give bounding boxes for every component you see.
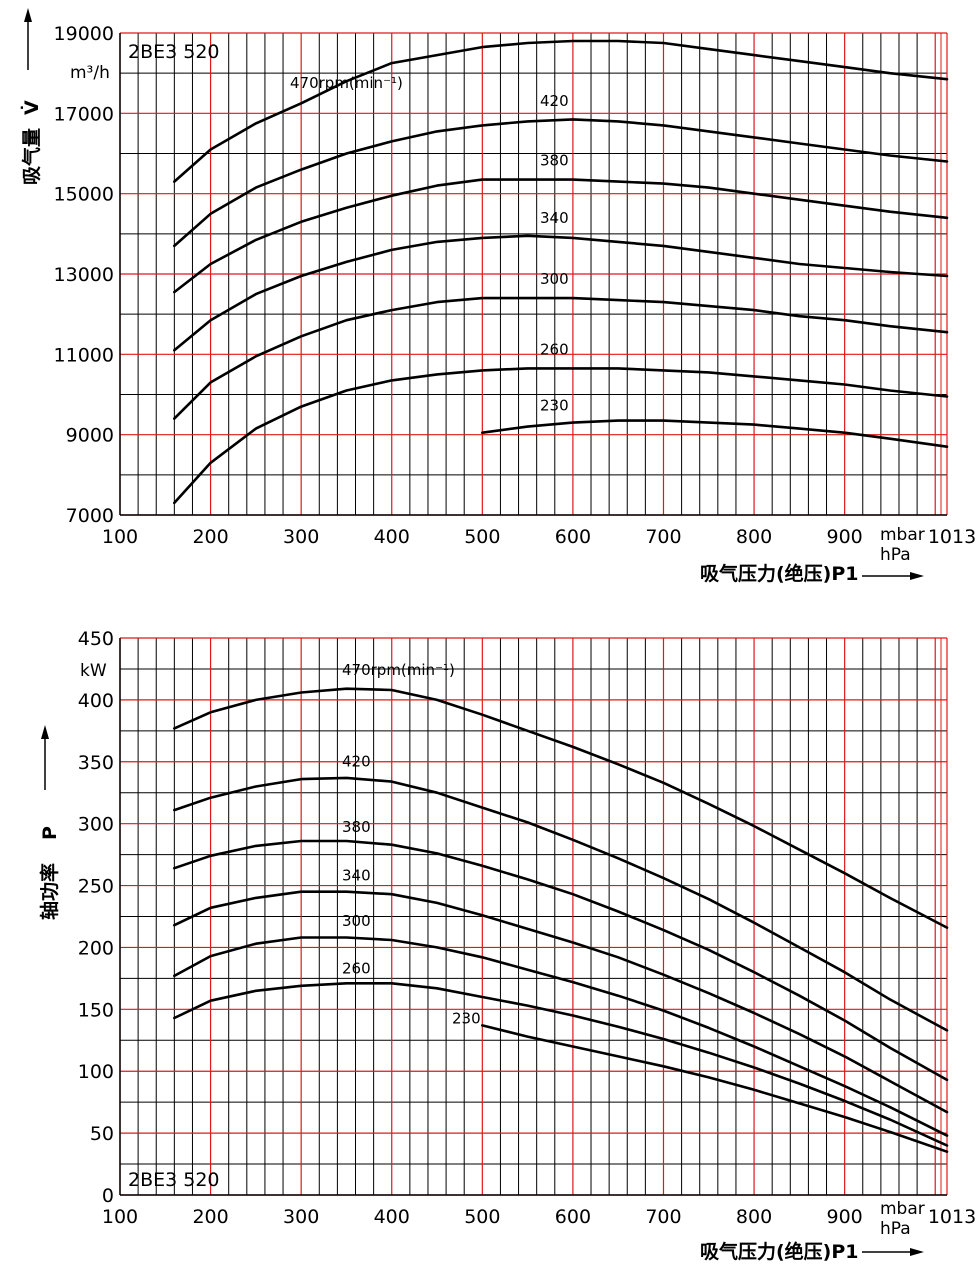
tick-labels: 100 200 300 400 500 600 700 800 900 1013 0 50 100 150… bbox=[78, 628, 976, 1228]
x-tick-label: 1013 bbox=[928, 1206, 976, 1228]
y-tick-label: 250 bbox=[78, 876, 114, 898]
x-tick-label: 800 bbox=[736, 1206, 772, 1228]
x-tick-label: 1013 bbox=[928, 526, 976, 548]
series-line bbox=[173, 839, 949, 1082]
x-tick-label: 200 bbox=[192, 526, 228, 548]
y-tick-label: 19000 bbox=[54, 23, 114, 45]
x-tick-label: 600 bbox=[555, 1206, 591, 1228]
series-label: 260 bbox=[540, 340, 569, 358]
y-tick-label: 450 bbox=[78, 628, 114, 650]
series-label: 340 bbox=[342, 866, 371, 884]
series-label: 470rpm(min⁻¹) bbox=[290, 74, 403, 92]
x-tick-label: 500 bbox=[464, 526, 500, 548]
series-line bbox=[173, 178, 949, 294]
series-label: 380 bbox=[342, 818, 371, 836]
y-tick-label: 13000 bbox=[54, 264, 114, 286]
series-line bbox=[173, 687, 949, 929]
x-tick-label: 900 bbox=[827, 526, 863, 548]
series-line bbox=[173, 39, 949, 183]
x-tick-label: 600 bbox=[555, 526, 591, 548]
x-unit-mbar: mbar bbox=[880, 525, 925, 545]
y-unit-label: kW bbox=[80, 661, 107, 681]
x-tick-label: 500 bbox=[464, 1206, 500, 1228]
x-tick-label: 100 bbox=[102, 1206, 138, 1228]
x-unit-hpa: hPa bbox=[880, 1219, 911, 1239]
y-tick-label: 200 bbox=[78, 937, 114, 959]
y-axis-arrowhead bbox=[41, 725, 49, 739]
y-tick-label: 11000 bbox=[54, 344, 114, 366]
series-line bbox=[480, 1024, 949, 1153]
x-axis-title: 吸气压力(绝压)P1 bbox=[700, 1240, 859, 1263]
y-tick-label: 300 bbox=[78, 814, 114, 836]
x-tick-label: 700 bbox=[645, 526, 681, 548]
series-line bbox=[173, 936, 949, 1137]
series-label: 230 bbox=[452, 1009, 481, 1027]
series-label: 340 bbox=[540, 209, 569, 227]
series-label: 230 bbox=[540, 396, 569, 414]
x-unit-mbar: mbar bbox=[880, 1199, 925, 1219]
model-label: 2BE3 520 bbox=[128, 41, 220, 63]
y-tick-label: 15000 bbox=[54, 184, 114, 206]
series-line bbox=[173, 118, 949, 248]
grid bbox=[119, 637, 948, 1196]
x-tick-label: 300 bbox=[283, 1206, 319, 1228]
x-tick-label: 800 bbox=[736, 526, 772, 548]
series-curves bbox=[173, 39, 949, 505]
x-axis-arrowhead bbox=[910, 1248, 924, 1256]
x-axis-arrowhead bbox=[910, 572, 924, 580]
model-label: 2BE3 520 bbox=[128, 1169, 220, 1191]
y-tick-label: 50 bbox=[90, 1123, 114, 1145]
y-axis-symbol: V̇ bbox=[21, 100, 43, 115]
shaft-power-chart: 470rpm(min⁻¹) 420 380 340 300 260 230 100 200 300… bbox=[38, 628, 976, 1263]
x-unit-hpa: hPa bbox=[880, 545, 911, 565]
x-tick-label: 200 bbox=[192, 1206, 228, 1228]
grid bbox=[119, 32, 948, 516]
y-unit-label: m³/h bbox=[70, 63, 110, 83]
y-tick-label: 7000 bbox=[66, 505, 114, 527]
series-label: 470rpm(min⁻¹) bbox=[342, 661, 455, 679]
series-label: 420 bbox=[342, 753, 371, 771]
y-axis-title: 吸气量 bbox=[20, 128, 43, 185]
x-tick-label: 100 bbox=[102, 526, 138, 548]
x-axis-title: 吸气压力(绝压)P1 bbox=[700, 562, 859, 585]
series-line bbox=[480, 419, 949, 449]
series-line bbox=[173, 296, 949, 420]
y-axis-arrowhead bbox=[24, 8, 32, 22]
series-line bbox=[173, 776, 949, 1032]
y-tick-label: 400 bbox=[78, 690, 114, 712]
x-tick-label: 400 bbox=[374, 526, 410, 548]
series-label: 300 bbox=[342, 912, 371, 930]
series-label: 260 bbox=[342, 959, 371, 977]
air-flow-chart: 470rpm(min⁻¹) 420 380 340 300 260 230 100 200 300… bbox=[20, 8, 976, 585]
x-tick-label: 300 bbox=[283, 526, 319, 548]
y-axis-title: 轴功率 bbox=[38, 863, 61, 920]
x-tick-label: 400 bbox=[374, 1206, 410, 1228]
series-label: 420 bbox=[540, 92, 569, 110]
x-tick-label: 900 bbox=[827, 1206, 863, 1228]
y-axis-symbol: P bbox=[39, 826, 61, 840]
series-label: 380 bbox=[540, 152, 569, 170]
y-tick-label: 100 bbox=[78, 1061, 114, 1083]
y-tick-label: 17000 bbox=[54, 103, 114, 125]
tick-labels: 100 200 300 400 500 600 700 800 900 1013 7000 9000 1… bbox=[54, 23, 977, 548]
y-tick-label: 150 bbox=[78, 999, 114, 1021]
series-line bbox=[173, 234, 949, 352]
y-tick-label: 9000 bbox=[66, 425, 114, 447]
series-line bbox=[173, 981, 949, 1147]
series-line bbox=[173, 367, 949, 505]
y-tick-label: 350 bbox=[78, 752, 114, 774]
series-curves bbox=[173, 687, 949, 1153]
y-tick-label: 0 bbox=[102, 1185, 114, 1207]
series-line bbox=[173, 890, 949, 1114]
series-label: 300 bbox=[540, 270, 569, 288]
x-tick-label: 700 bbox=[645, 1206, 681, 1228]
